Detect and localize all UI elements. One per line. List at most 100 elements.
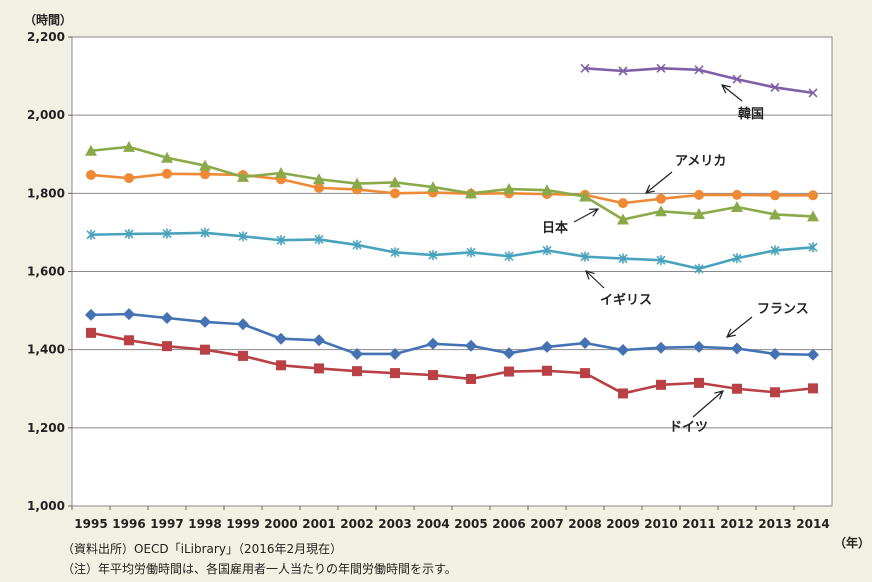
data-point <box>656 193 666 204</box>
x-tick-label: 2006 <box>492 517 525 531</box>
x-tick-label: 2003 <box>378 517 411 531</box>
series-line <box>90 172 813 205</box>
data-point <box>389 176 401 188</box>
data-point <box>466 373 476 384</box>
data-point <box>427 337 439 350</box>
y-tick-label: 1,600 <box>27 265 65 279</box>
data-point <box>808 383 818 394</box>
data-point <box>275 332 287 345</box>
label-arrow <box>573 208 600 223</box>
data-point <box>276 235 286 246</box>
data-point <box>314 363 324 374</box>
data-point <box>390 247 400 258</box>
label-arrow <box>644 171 673 194</box>
data-point <box>542 365 552 376</box>
x-tick-label: 2007 <box>530 517 563 531</box>
data-point <box>770 82 780 92</box>
data-point <box>617 213 629 225</box>
data-point <box>465 187 477 199</box>
data-point <box>732 383 742 394</box>
data-point <box>580 368 590 379</box>
data-point <box>656 379 666 390</box>
data-point <box>199 159 211 171</box>
footnote: （注）年平均労働時間は、各国雇用者一人当たりの年間労働時間を示す。 <box>62 562 457 576</box>
x-tick-label: 2008 <box>568 517 601 531</box>
data-point <box>313 334 325 347</box>
data-point <box>465 339 477 352</box>
data-point <box>389 347 401 360</box>
data-point <box>124 335 134 346</box>
data-point <box>694 189 704 200</box>
data-point <box>351 347 363 360</box>
data-point <box>731 342 743 355</box>
data-point <box>314 182 324 193</box>
data-point <box>770 190 780 201</box>
data-point <box>352 239 362 250</box>
x-tick-label: 2002 <box>340 517 373 531</box>
data-point <box>541 184 553 196</box>
data-point <box>618 198 628 209</box>
data-point <box>732 74 742 84</box>
data-point <box>693 208 705 220</box>
data-point <box>769 347 781 360</box>
data-point <box>770 387 780 398</box>
data-point <box>161 151 173 163</box>
y-tick-label: 1,000 <box>27 499 65 513</box>
data-point <box>808 88 818 98</box>
x-tick-label: 2013 <box>758 517 791 531</box>
x-tick-label: 2014 <box>796 517 829 531</box>
data-point <box>503 347 515 360</box>
data-point <box>655 341 667 354</box>
data-point <box>808 242 818 253</box>
data-point <box>542 245 552 256</box>
data-point <box>238 231 248 242</box>
data-point <box>123 140 135 152</box>
data-point <box>466 247 476 258</box>
data-point <box>541 340 553 353</box>
data-point <box>580 63 590 73</box>
data-point <box>352 366 362 377</box>
data-point <box>732 189 742 200</box>
x-tick-label: 2009 <box>606 517 639 531</box>
data-point <box>732 253 742 264</box>
data-point <box>731 201 743 213</box>
data-point <box>124 173 134 184</box>
data-point <box>199 315 211 328</box>
label-arrow <box>692 390 725 418</box>
x-tick-label: 2010 <box>644 517 677 531</box>
series-line <box>90 231 814 271</box>
data-point <box>618 388 628 399</box>
x-tick-label: 1999 <box>226 517 259 531</box>
data-point <box>694 263 704 274</box>
data-point <box>656 63 666 73</box>
data-point <box>390 368 400 379</box>
data-point <box>237 170 249 182</box>
data-point <box>238 350 248 361</box>
data-point <box>580 251 590 262</box>
data-point <box>200 227 210 238</box>
data-point <box>85 144 97 156</box>
y-tick-label: 2,200 <box>27 30 65 44</box>
data-point <box>86 327 96 338</box>
data-point <box>427 181 439 193</box>
series-line <box>90 331 814 395</box>
x-tick-label: 2000 <box>264 517 297 531</box>
series-line <box>90 312 814 357</box>
x-tick-label: 2001 <box>302 517 335 531</box>
data-point <box>200 344 210 355</box>
data-point <box>503 183 515 195</box>
data-point <box>276 360 286 371</box>
data-point <box>85 308 97 321</box>
data-point <box>428 370 438 381</box>
data-point <box>390 188 400 199</box>
x-tick-label: 1998 <box>188 517 221 531</box>
data-point <box>655 205 667 217</box>
x-axis-title: （年） <box>834 535 870 550</box>
data-point <box>504 251 514 262</box>
series-label: アメリカ <box>675 154 726 169</box>
x-tick-label: 1995 <box>74 517 107 531</box>
data-point <box>656 255 666 266</box>
y-tick-label: 1,400 <box>27 343 65 357</box>
data-point <box>86 229 96 240</box>
